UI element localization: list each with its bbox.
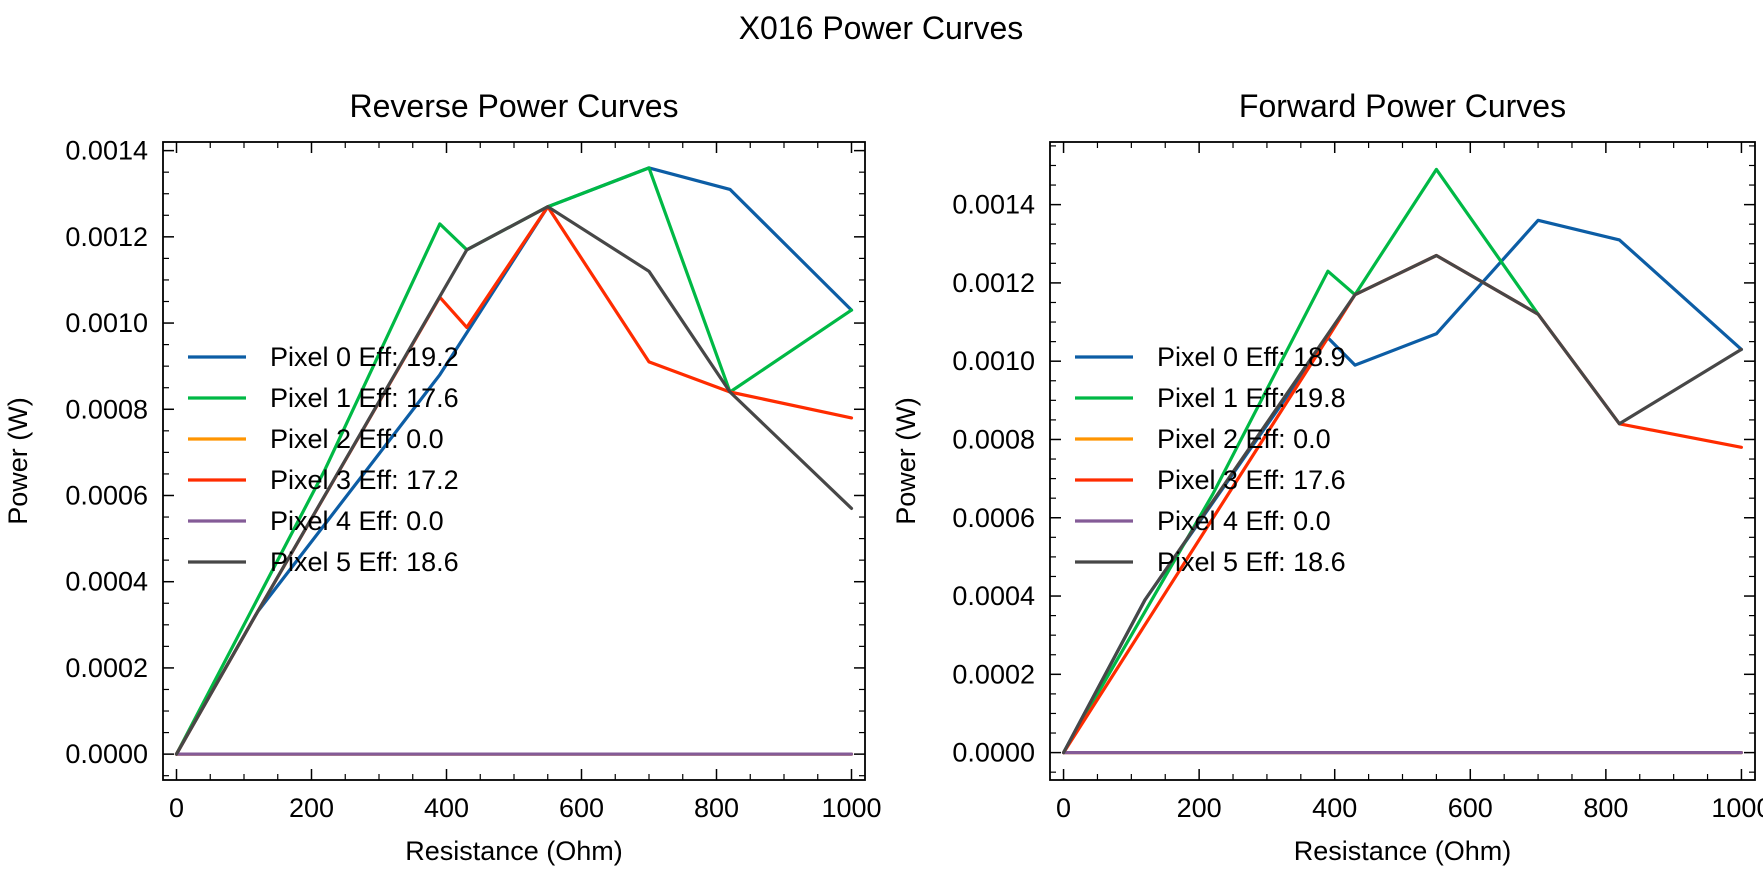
x-tick-label: 400 xyxy=(424,793,469,823)
axes-frame xyxy=(162,141,866,781)
x-tick-label: 1000 xyxy=(821,793,881,823)
legend-label: Pixel 0 Eff: 19.2 xyxy=(270,342,459,372)
legend-label: Pixel 4 Eff: 0.0 xyxy=(270,506,444,536)
y-axis-label: Power (W) xyxy=(891,397,921,525)
legend: Pixel 0 Eff: 18.9 Pixel 1 Eff: 19.8 Pixel … xyxy=(1075,342,1346,577)
y-tick-label: 0.0012 xyxy=(952,268,1035,298)
legend-label: Pixel 1 Eff: 19.8 xyxy=(1157,383,1346,413)
y-tick-label: 0.0012 xyxy=(65,222,148,252)
figure-title: X016 Power Curves xyxy=(739,10,1024,46)
legend-label: Pixel 2 Eff: 0.0 xyxy=(1157,424,1331,454)
legend-label: Pixel 2 Eff: 0.0 xyxy=(270,424,444,454)
legend-label: Pixel 5 Eff: 18.6 xyxy=(1157,547,1346,577)
series-line-pixel-1 xyxy=(1061,167,1540,755)
reverse-power-chart: Reverse Power Curves Resistance (Ohm) Powe… xyxy=(3,88,882,866)
series-line-pixel-3 xyxy=(1061,253,1744,755)
chart-title: Forward Power Curves xyxy=(1239,88,1566,124)
x-axis-label: Resistance (Ohm) xyxy=(1294,836,1512,866)
plot-area xyxy=(174,166,854,756)
x-tick-label: 600 xyxy=(1448,793,1493,823)
y-tick-label: 0.0000 xyxy=(952,738,1035,768)
y-tick-label: 0.0006 xyxy=(65,480,148,510)
y-tick-label: 0.0002 xyxy=(65,653,148,683)
x-tick-label: 1000 xyxy=(1711,793,1763,823)
x-tick-label: 0 xyxy=(1056,793,1071,823)
legend: Pixel 0 Eff: 19.2 Pixel 1 Eff: 17.6 Pixel … xyxy=(188,342,459,577)
x-tick-label: 0 xyxy=(169,793,184,823)
y-axis-label: Power (W) xyxy=(3,397,33,525)
y-tick-label: 0.0008 xyxy=(952,424,1035,454)
x-tick-label: 200 xyxy=(289,793,334,823)
y-tick-label: 0.0014 xyxy=(65,136,148,166)
x-tick-label: 800 xyxy=(1583,793,1628,823)
legend-label: Pixel 0 Eff: 18.9 xyxy=(1157,342,1346,372)
y-tick-label: 0.0002 xyxy=(952,659,1035,689)
y-tick-label: 0.0004 xyxy=(65,567,148,597)
legend-label: Pixel 5 Eff: 18.6 xyxy=(270,547,459,577)
x-tick-label: 200 xyxy=(1177,793,1222,823)
series-line-pixel-5 xyxy=(174,205,854,756)
y-tick-label: 0.0010 xyxy=(65,308,148,338)
y-tick-label: 0.0014 xyxy=(952,190,1035,220)
plot-area xyxy=(1061,167,1744,755)
series-line-pixel-5 xyxy=(1061,253,1744,755)
y-tick-label: 0.0008 xyxy=(65,394,148,424)
x-axis-label: Resistance (Ohm) xyxy=(405,836,623,866)
legend-label: Pixel 1 Eff: 17.6 xyxy=(270,383,459,413)
x-tick-label: 400 xyxy=(1312,793,1357,823)
chart-title: Reverse Power Curves xyxy=(350,88,679,124)
axes-frame xyxy=(1049,141,1756,781)
y-tick-label: 0.0010 xyxy=(952,346,1035,376)
y-tick-label: 0.0000 xyxy=(65,739,148,769)
y-tick-label: 0.0006 xyxy=(952,503,1035,533)
y-tick-label: 0.0004 xyxy=(952,581,1035,611)
legend-label: Pixel 3 Eff: 17.6 xyxy=(1157,465,1346,495)
x-tick-label: 600 xyxy=(559,793,604,823)
forward-power-chart: Forward Power Curves Resistance (Ohm) Powe… xyxy=(891,88,1763,866)
legend-label: Pixel 4 Eff: 0.0 xyxy=(1157,506,1331,536)
legend-label: Pixel 3 Eff: 17.2 xyxy=(270,465,459,495)
x-tick-label: 800 xyxy=(694,793,739,823)
